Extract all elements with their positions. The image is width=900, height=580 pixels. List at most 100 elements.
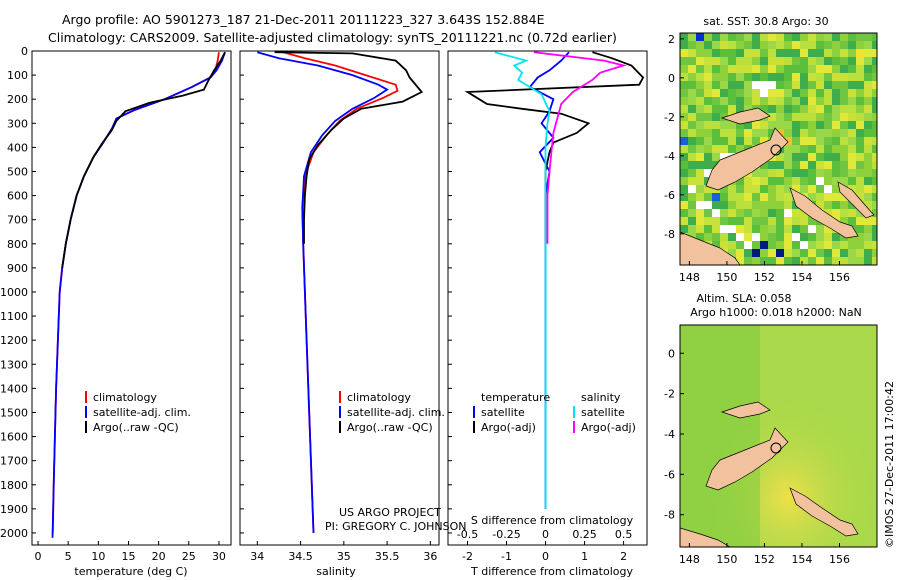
sst-cell xyxy=(680,201,688,209)
sst-cell xyxy=(680,105,688,113)
x-tick-label: 30 xyxy=(212,550,226,563)
sst-cell xyxy=(792,73,800,81)
sst-cell xyxy=(856,153,864,161)
sst-cell xyxy=(784,193,792,201)
sst-cell xyxy=(704,209,712,217)
sst-cell xyxy=(680,217,688,225)
sst-cell xyxy=(808,121,816,129)
sst-cell xyxy=(712,121,720,129)
sst-cell xyxy=(704,33,712,41)
sst-cell xyxy=(864,121,872,129)
sst-cell xyxy=(712,225,720,233)
sst-cell xyxy=(720,137,728,145)
sst-cell xyxy=(872,113,877,121)
sst-cell xyxy=(872,201,877,209)
sst-cell xyxy=(680,33,688,41)
sst-cell xyxy=(832,249,840,257)
sst-cell xyxy=(776,41,784,49)
depth-tick-label: 300 xyxy=(7,117,28,130)
sst-cell xyxy=(688,57,696,65)
sst-cell xyxy=(712,89,720,97)
sst-cell xyxy=(848,201,856,209)
sst-cell xyxy=(832,73,840,81)
series-line-salinity-satellite xyxy=(494,51,551,509)
sst-cell xyxy=(824,65,832,73)
sst-cells xyxy=(680,33,877,265)
sst-cell xyxy=(864,73,872,81)
sst-cell xyxy=(696,65,704,73)
sst-cell xyxy=(768,129,776,137)
sst-cell xyxy=(752,177,760,185)
sst-cell xyxy=(680,129,688,137)
sst-cell xyxy=(800,81,808,89)
s-diff-tick-label: 0.25 xyxy=(572,528,597,541)
sst-cell xyxy=(728,225,736,233)
sst-cell xyxy=(728,185,736,193)
salinity-legend: climatology satellite-adj. clim. Argo(..… xyxy=(339,391,445,434)
sst-cell xyxy=(696,113,704,121)
sst-cell xyxy=(816,137,824,145)
depth-tick-label: 800 xyxy=(7,238,28,251)
sst-cell xyxy=(856,97,864,105)
map-x-tick-label: 152 xyxy=(754,553,775,566)
sla-map xyxy=(680,325,877,547)
sst-cell xyxy=(856,225,864,233)
sst-cell xyxy=(736,33,744,41)
sst-cell xyxy=(792,185,800,193)
sst-cell xyxy=(848,137,856,145)
sst-cell xyxy=(760,121,768,129)
sst-cell xyxy=(784,209,792,217)
sst-cell xyxy=(712,217,720,225)
sst-cell xyxy=(736,89,744,97)
sst-cell xyxy=(824,153,832,161)
salinity-x-axis: 34 34.5 35 35.5 36 xyxy=(250,541,437,563)
sst-cell xyxy=(744,33,752,41)
sst-cell xyxy=(840,89,848,97)
sst-cell xyxy=(768,57,776,65)
sst-cell xyxy=(800,145,808,153)
sst-cell xyxy=(776,193,784,201)
sst-cell xyxy=(760,89,768,97)
map-y-tick-label: -8 xyxy=(664,228,675,241)
sst-cell xyxy=(776,233,784,241)
sst-cell xyxy=(808,185,816,193)
sst-cell xyxy=(776,161,784,169)
sst-cell xyxy=(856,57,864,65)
sst-cell xyxy=(752,201,760,209)
sst-cell xyxy=(784,105,792,113)
sst-cell xyxy=(816,241,824,249)
series-line-climatology xyxy=(51,52,220,534)
sst-cell xyxy=(736,57,744,65)
sst-cell xyxy=(752,225,760,233)
sst-cell xyxy=(824,145,832,153)
sst-cell xyxy=(776,81,784,89)
x-tick-label: 34 xyxy=(250,550,264,563)
sst-cell xyxy=(784,81,792,89)
sst-cell xyxy=(840,201,848,209)
project-credit: US ARGO PROJECT xyxy=(339,506,441,519)
sst-cell xyxy=(856,89,864,97)
sst-cell xyxy=(752,185,760,193)
papua-coast xyxy=(789,187,859,239)
sst-cell xyxy=(688,145,696,153)
sst-cell xyxy=(848,33,856,41)
series-line-salinity-argo-adj- xyxy=(533,51,627,244)
sst-cell xyxy=(720,57,728,65)
sst-cell xyxy=(872,33,877,41)
sst-cell xyxy=(752,73,760,81)
sst-cell xyxy=(792,137,800,145)
sst-cell xyxy=(840,169,848,177)
sst-cell xyxy=(744,193,752,201)
sst-cell xyxy=(824,33,832,41)
sst-cell xyxy=(800,33,808,41)
sst-cell xyxy=(848,121,856,129)
sst-cell xyxy=(784,201,792,209)
s-difference-xlabel: S difference from climatology xyxy=(471,514,634,527)
new-britain-island xyxy=(705,427,789,491)
sst-cell xyxy=(856,81,864,89)
sst-cell xyxy=(816,33,824,41)
sst-cell xyxy=(768,89,776,97)
sst-cell xyxy=(872,137,877,145)
sst-cell xyxy=(848,129,856,137)
sst-cell xyxy=(872,97,877,105)
